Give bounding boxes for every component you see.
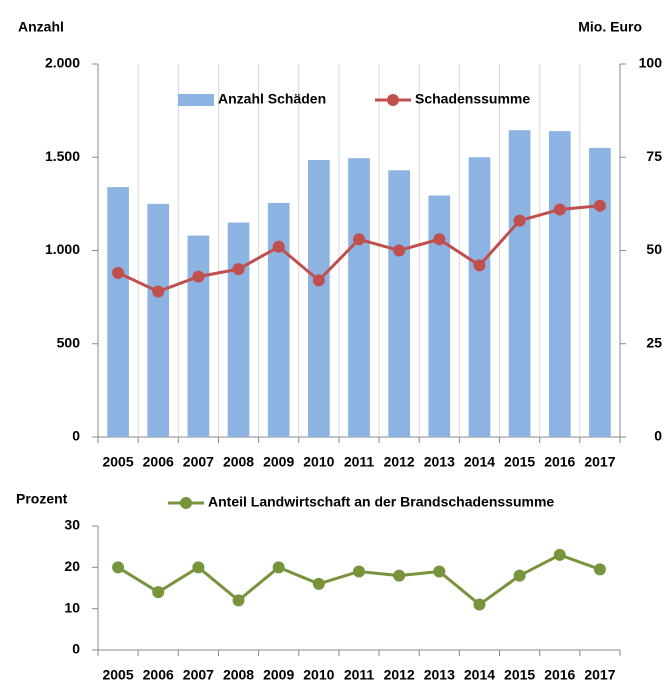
point [192, 270, 205, 283]
x-tick-label: 2014 [464, 667, 495, 682]
point [393, 569, 406, 582]
point [152, 285, 165, 298]
legend-marker [180, 497, 192, 509]
x-tick-label: 2014 [464, 454, 495, 470]
point [272, 240, 285, 253]
x-tick-label: 2006 [143, 454, 174, 470]
point [433, 565, 446, 578]
bar [308, 160, 330, 438]
y-tick-label: 500 [57, 334, 81, 350]
line [117, 553, 601, 607]
x-tick-label: 2015 [504, 454, 535, 470]
point [312, 577, 325, 590]
point [192, 561, 205, 574]
point [353, 233, 365, 246]
x-tick-label: 2013 [424, 454, 455, 470]
x-tick-label: 2010 [303, 667, 334, 682]
bar [388, 170, 410, 437]
x-tick-label: 2009 [263, 454, 294, 470]
y-tick-label: 0 [72, 428, 80, 444]
bar [548, 131, 571, 437]
y2-tick-label: 50 [646, 241, 662, 257]
y-axis-label: Anzahl [18, 19, 64, 35]
legend-label: Anteil Landwirtschaft an der Brandschade… [208, 494, 554, 510]
bar [267, 202, 290, 437]
point [232, 263, 245, 276]
x-tick-label: 2010 [303, 454, 334, 470]
point [513, 214, 526, 227]
legend-marker [387, 94, 399, 106]
legend-label: Anzahl Schäden [218, 91, 326, 107]
x-tick-label: 2015 [504, 667, 535, 682]
x-tick-label: 2017 [584, 454, 615, 470]
y-tick-label: 10 [64, 599, 80, 615]
bar [107, 187, 129, 437]
x-tick-label: 2007 [183, 454, 214, 470]
bar [147, 203, 170, 437]
bar [589, 147, 611, 438]
y-tick-label: 0 [72, 641, 80, 657]
point [513, 569, 526, 582]
bar [468, 157, 491, 437]
y2-tick-label: 75 [646, 148, 662, 164]
point [152, 586, 165, 599]
x-tick-label: 2016 [544, 667, 575, 682]
y-axis-label: Prozent [16, 491, 68, 507]
x-tick-label: 2005 [102, 667, 133, 682]
point [473, 598, 486, 611]
y2-tick-label: 0 [654, 428, 662, 444]
point [473, 259, 486, 272]
y-tick-label: 30 [64, 517, 80, 533]
bar [508, 130, 531, 437]
point [112, 561, 125, 574]
point [272, 561, 285, 574]
point [553, 203, 566, 216]
x-tick-label: 2011 [344, 454, 375, 470]
x-tick-label: 2008 [223, 667, 254, 682]
x-tick-label: 2007 [183, 667, 214, 682]
bar [348, 158, 370, 437]
y2-tick-label: 25 [646, 334, 662, 350]
y2-axis-label: Mio. Euro [578, 19, 642, 35]
point [593, 563, 606, 576]
y-tick-label: 1.000 [45, 241, 80, 257]
x-tick-label: 2012 [384, 667, 415, 682]
y2-tick-label: 100 [639, 55, 663, 71]
x-tick-label: 2016 [544, 454, 575, 470]
point [353, 565, 365, 578]
point [393, 244, 406, 257]
x-tick-label: 2013 [424, 667, 455, 682]
bar [227, 222, 250, 437]
x-tick-label: 2006 [143, 667, 174, 682]
x-tick-label: 2008 [223, 454, 254, 470]
point [593, 199, 606, 212]
x-tick-label: 2005 [102, 454, 133, 470]
bar [187, 235, 210, 437]
point [433, 233, 446, 246]
point [553, 548, 566, 561]
y-tick-label: 1.500 [45, 148, 80, 164]
point [232, 594, 245, 607]
x-tick-label: 2009 [263, 667, 294, 682]
x-tick-label: 2012 [384, 454, 415, 470]
x-tick-label: 2011 [344, 667, 375, 682]
legend-label: Schadenssumme [415, 91, 530, 107]
x-tick-label: 2017 [584, 667, 615, 682]
legend-swatch [178, 94, 214, 106]
bar [428, 195, 451, 437]
point [112, 266, 125, 279]
y-tick-label: 2.000 [45, 55, 80, 71]
y-tick-label: 20 [64, 558, 80, 574]
point [312, 274, 325, 287]
